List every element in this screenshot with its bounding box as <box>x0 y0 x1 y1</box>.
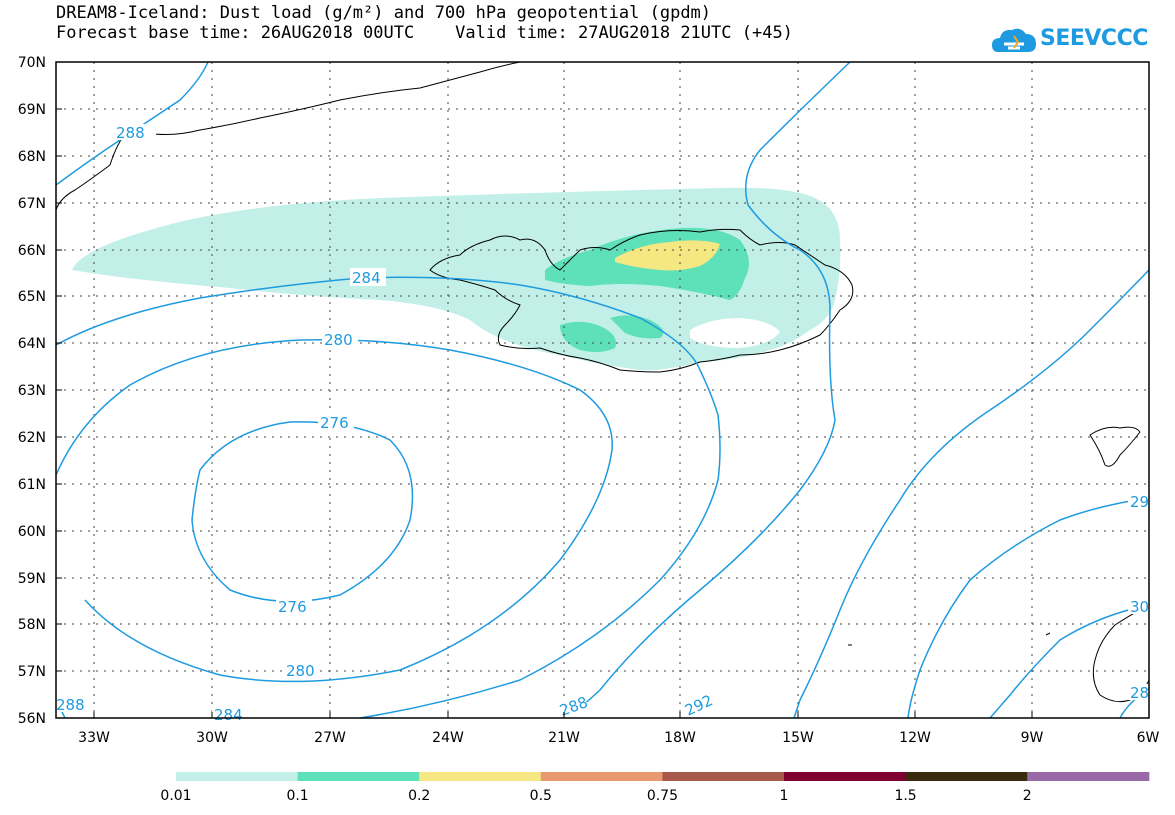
forecast-times: Forecast base time: 26AUG2018 00UTC Vali… <box>56 23 793 43</box>
legend-swatch <box>1027 772 1150 781</box>
dust-region-high <box>615 240 720 271</box>
lon-label: 24W <box>432 730 464 746</box>
contour-label: 284 <box>352 269 381 287</box>
lon-label: 21W <box>548 730 580 746</box>
lon-label: 9W <box>1021 730 1044 746</box>
contour-label: 276 <box>278 598 307 616</box>
contour-284 <box>55 276 721 719</box>
cloud-logo-icon <box>992 28 1036 52</box>
legend-label: 0.1 <box>286 788 308 804</box>
legend-swatch <box>662 772 785 781</box>
contour-label: 280 <box>324 331 353 349</box>
contour-276 <box>191 421 414 603</box>
contour-label: 276 <box>320 414 349 432</box>
lat-label: 62N <box>18 430 46 446</box>
legend-swatch <box>419 772 542 781</box>
contour-296 <box>907 497 1150 719</box>
legend-label: 1 <box>780 788 789 804</box>
lat-label: 56N <box>18 711 46 727</box>
contour-300 <box>989 604 1150 719</box>
legend-label: 1.5 <box>894 788 916 804</box>
lat-label: 70N <box>18 55 46 71</box>
lat-label: 63N <box>18 383 46 399</box>
lat-label: 66N <box>18 243 46 259</box>
contour-280 <box>55 338 613 683</box>
contour-292 <box>793 269 1150 719</box>
legend-swatch <box>540 772 663 781</box>
lat-label: 57N <box>18 664 46 680</box>
legend-swatch <box>905 772 1028 781</box>
lon-label: 27W <box>314 730 346 746</box>
contour-label: 29 <box>1130 493 1149 511</box>
contour-labels: 288 284 280 276 276 280 284 288 288 292 … <box>56 124 1149 724</box>
legend-colorbar: 0.01 0.1 0.2 0.5 0.75 1 1.5 2 <box>160 772 1150 804</box>
greenland-coast <box>55 61 521 211</box>
contour-label: 280 <box>286 662 315 680</box>
lat-label: 68N <box>18 149 46 165</box>
lon-label: 15W <box>782 730 814 746</box>
map-title: DREAM8-Iceland: Dust load (g/m²) and 700… <box>56 3 712 23</box>
longitude-labels: 33W 30W 27W 24W 21W 18W 15W 12W 9W 6W <box>78 730 1159 746</box>
iceland-coast <box>429 228 854 373</box>
logo-text: SEEVCCC <box>1040 26 1148 51</box>
lon-label: 12W <box>899 730 931 746</box>
contour-label: 288 <box>56 696 85 714</box>
legend-swatch <box>176 772 299 781</box>
lat-label: 58N <box>18 617 46 633</box>
legend-label: 0.5 <box>530 788 552 804</box>
contour-label: 30 <box>1130 598 1149 616</box>
legend-label: 0.01 <box>160 788 191 804</box>
contour-288-east <box>569 61 851 719</box>
graticule <box>56 62 1149 718</box>
lon-label: 6W <box>1137 730 1160 746</box>
lat-label: 65N <box>18 289 46 305</box>
lon-label: 30W <box>196 730 228 746</box>
faroe-coast <box>1089 426 1141 467</box>
lat-label: 64N <box>18 336 46 352</box>
lat-label: 67N <box>18 196 46 212</box>
lat-label: 60N <box>18 524 46 540</box>
contour-label: 28 <box>1130 684 1149 702</box>
contour-label: 288 <box>116 124 145 142</box>
contour-label: 284 <box>214 706 243 724</box>
lon-label: 18W <box>664 730 696 746</box>
lon-label: 33W <box>78 730 110 746</box>
legend-label: 2 <box>1023 788 1032 804</box>
geopotential-contours <box>55 61 1150 719</box>
contour-288-north <box>55 61 209 186</box>
legend-swatch <box>784 772 907 781</box>
lat-label: 61N <box>18 477 46 493</box>
lat-label: 69N <box>18 102 46 118</box>
lat-label: 59N <box>18 571 46 587</box>
legend-label: 0.2 <box>408 788 430 804</box>
legend-swatch <box>297 772 420 781</box>
legend-label: 0.75 <box>647 788 678 804</box>
latitude-labels: 70N 69N 68N 67N 66N 65N 64N 63N 62N 61N … <box>18 55 46 727</box>
